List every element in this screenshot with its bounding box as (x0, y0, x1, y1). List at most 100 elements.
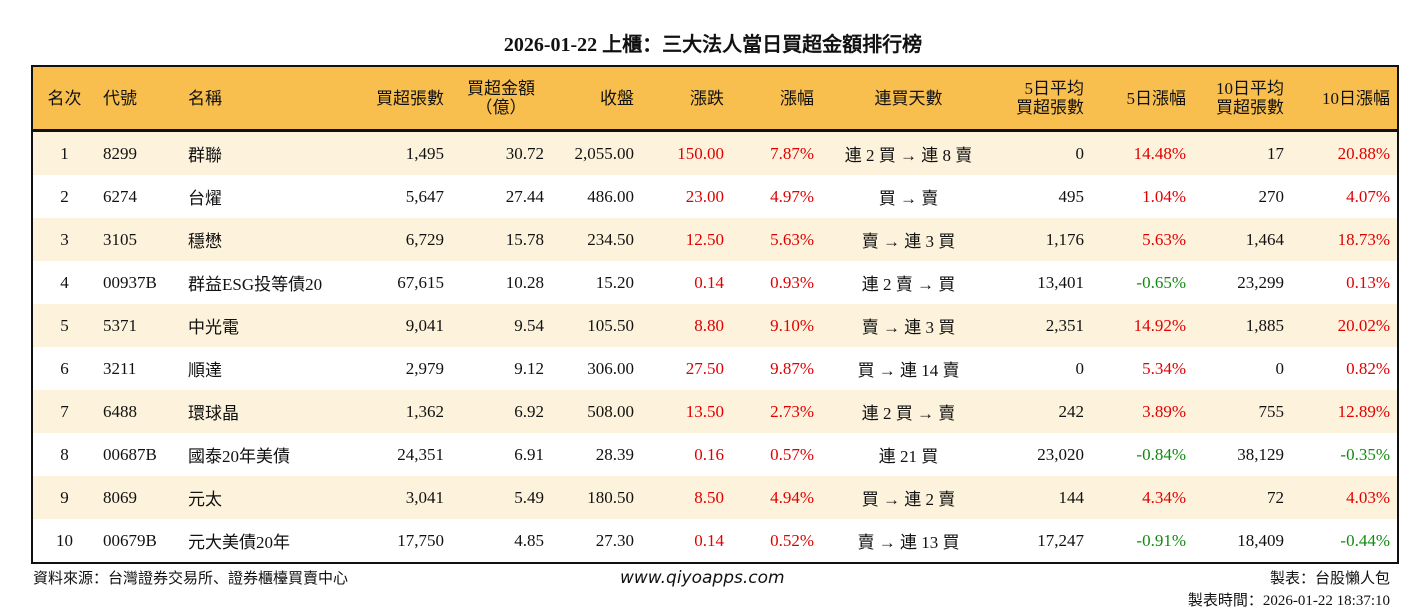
cell-code: 6274 (103, 186, 137, 206)
cell-streak: 買 → 賣 (878, 189, 939, 208)
cell-change-pct: 0.52% (770, 530, 814, 550)
table-row: 8 00687B 國泰20年美債 24,351 6.91 28.39 0.16 0.57% 連 … (33, 433, 1397, 476)
cell-pct10: 20.88% (1291, 130, 1397, 175)
cell-avg5-volume: 144 (996, 476, 1091, 519)
website-link[interactable]: www.qiyoapps.com (620, 568, 785, 588)
table-row: 10 00679B 元大美債20年 17,750 4.85 27.30 0.14 0.52% 賣… (33, 519, 1397, 562)
cell-buy-amount: 4.85 (514, 530, 544, 550)
cell-rank: 3 (33, 218, 96, 261)
cell-buy-amount: 5.49 (451, 476, 551, 519)
cell-pct5: 1.04% (1142, 186, 1186, 206)
header-buy-amount: 買超金額 （億） (451, 67, 551, 132)
cell-streak: 連 2 賣 → 買 (861, 275, 956, 294)
header-avg5-volume: 5日平均 買超張數 (996, 67, 1091, 132)
cell-pct5: -0.91% (1136, 530, 1186, 550)
header-name: 名稱 (181, 67, 356, 132)
cell-streak: 賣 → 連 3 買 (821, 304, 996, 347)
data-source: 資料來源：台灣證券交易所、證券櫃檯買賣中心 (33, 571, 349, 587)
cell-buy-amount: 9.12 (514, 358, 544, 378)
header-change: 漲跌 (641, 67, 731, 132)
cell-buy-amount: 6.92 (451, 390, 551, 433)
cell-rank: 5 (33, 304, 96, 347)
cell-close: 15.20 (595, 272, 634, 292)
cell-streak: 連 21 買 (878, 447, 939, 466)
cell-change: 0.16 (694, 444, 724, 464)
ranking-table: 名次 代號 名稱 買超張數 買超金額 （億） 收盤 漲跌 漲幅 連買天數 5日平均 買超張數 5日漲… (31, 65, 1399, 564)
cell-avg10-volume: 17 (1193, 130, 1291, 175)
cell-pct10: 0.13% (1346, 272, 1390, 292)
cell-change: 0.14 (694, 272, 724, 292)
cell-buy-volume: 9,041 (356, 304, 451, 347)
header-pct10: 10日漲幅 (1291, 67, 1397, 132)
cell-rank: 2 (60, 186, 69, 206)
table-row: 4 00937B 群益ESG投等債20 67,615 10.28 15.20 0.14 0.9… (33, 261, 1397, 304)
cell-change-pct: 2.73% (731, 390, 821, 433)
cell-buy-amount: 6.91 (514, 444, 544, 464)
cell-pct5: 14.48% (1091, 130, 1193, 175)
table-row: 7 6488 環球晶 1,362 6.92 508.00 13.50 2.73% 連 2 買 →… (33, 390, 1397, 433)
cell-avg5-volume: 1,176 (996, 218, 1091, 261)
cell-change-pct: 4.97% (770, 186, 814, 206)
cell-change-pct: 4.94% (731, 476, 821, 519)
table-row: 5 5371 中光電 9,041 9.54 105.50 8.80 9.10% 賣 → 連 3 … (33, 304, 1397, 347)
cell-name: 順達 (188, 361, 222, 380)
cell-name: 穩懋 (181, 218, 356, 261)
cell-avg10-volume: 18,409 (1237, 530, 1284, 550)
cell-buy-amount: 15.78 (451, 218, 551, 261)
cell-avg10-volume: 1,464 (1193, 218, 1291, 261)
cell-pct5: 4.34% (1091, 476, 1193, 519)
cell-pct5: 5.34% (1142, 358, 1186, 378)
cell-buy-volume: 3,041 (356, 476, 451, 519)
cell-pct10: 12.89% (1291, 390, 1397, 433)
cell-avg10-volume: 72 (1193, 476, 1291, 519)
cell-name: 群益ESG投等債20 (188, 275, 323, 294)
cell-change-pct: 5.63% (731, 218, 821, 261)
cell-buy-volume: 17,750 (397, 530, 444, 550)
cell-name: 環球晶 (181, 390, 356, 433)
cell-pct10: 4.03% (1291, 476, 1397, 519)
cell-name: 國泰20年美債 (188, 447, 290, 466)
cell-streak: 賣 → 連 3 買 (821, 218, 996, 261)
cell-avg5-volume: 242 (996, 390, 1091, 433)
cell-close: 180.50 (551, 476, 641, 519)
cell-rank: 10 (56, 530, 73, 550)
cell-change: 8.80 (641, 304, 731, 347)
cell-code: 00687B (103, 444, 157, 464)
header-streak: 連買天數 (821, 67, 996, 132)
cell-buy-amount: 9.54 (451, 304, 551, 347)
table-row: 1 8299 群聯 1,495 30.72 2,055.00 150.00 7.87% 連 2 … (33, 130, 1397, 175)
cell-close: 28.39 (595, 444, 634, 464)
cell-avg10-volume: 270 (1258, 186, 1285, 206)
header-buy-volume: 買超張數 (356, 67, 451, 132)
header-rank: 名次 (33, 67, 96, 132)
cell-pct5: 3.89% (1091, 390, 1193, 433)
cell-code: 8299 (96, 130, 181, 175)
cell-code: 00679B (103, 530, 157, 550)
cell-close: 105.50 (551, 304, 641, 347)
cell-pct10: 18.73% (1291, 218, 1397, 261)
cell-buy-volume: 1,495 (356, 130, 451, 175)
header-close: 收盤 (551, 67, 641, 132)
made-time: 製表時間：2026-01-22 18:37:10 (1187, 593, 1390, 609)
cell-rank: 7 (33, 390, 96, 433)
cell-streak: 買 → 連 2 賣 (821, 476, 996, 519)
cell-close: 234.50 (551, 218, 641, 261)
cell-avg10-volume: 0 (1275, 358, 1285, 378)
cell-change-pct: 7.87% (731, 130, 821, 175)
cell-close: 2,055.00 (551, 130, 641, 175)
cell-pct10: 0.82% (1346, 358, 1390, 378)
cell-code: 5371 (96, 304, 181, 347)
cell-buy-volume: 6,729 (356, 218, 451, 261)
cell-change: 23.00 (685, 186, 724, 206)
cell-streak: 連 2 買 → 賣 (821, 390, 996, 433)
table-header: 名次 代號 名稱 買超張數 買超金額 （億） 收盤 漲跌 漲幅 連買天數 5日平均 買超張數 5日漲… (33, 67, 1397, 132)
cell-rank: 9 (33, 476, 96, 519)
cell-change: 12.50 (641, 218, 731, 261)
cell-avg10-volume: 1,885 (1193, 304, 1291, 347)
cell-name: 群聯 (181, 130, 356, 175)
cell-pct10: -0.35% (1340, 444, 1390, 464)
cell-streak: 賣 → 連 13 買 (857, 533, 960, 552)
cell-code: 8069 (96, 476, 181, 519)
cell-pct10: 4.07% (1346, 186, 1390, 206)
cell-streak: 買 → 連 14 賣 (857, 361, 960, 380)
